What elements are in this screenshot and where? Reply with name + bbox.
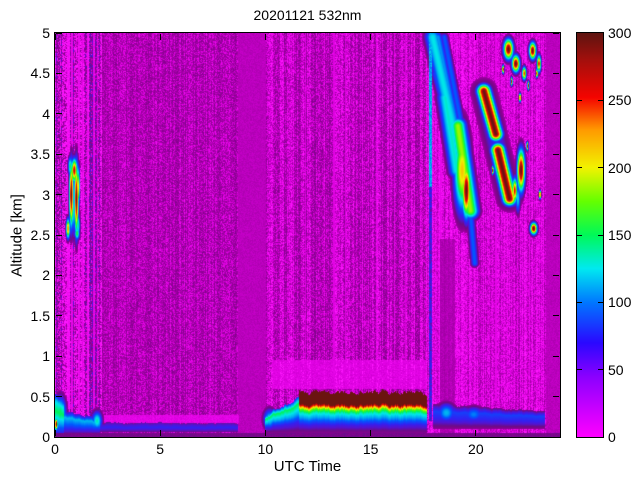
y-tick-label: 4.5 xyxy=(30,65,50,82)
x-tick-mark xyxy=(370,430,372,436)
colorbar-tick-label: 300 xyxy=(608,25,632,41)
heatmap-canvas xyxy=(55,33,560,437)
y-tick-mark-right xyxy=(553,315,559,317)
x-tick-mark-top xyxy=(159,34,161,40)
colorbar-tick-mark xyxy=(577,369,582,371)
x-tick-mark-top xyxy=(370,34,372,40)
y-tick-label: 4 xyxy=(42,105,50,122)
y-tick-label: 0 xyxy=(42,429,50,445)
y-tick-mark-right xyxy=(553,153,559,155)
colorbar-tick-label: 150 xyxy=(608,227,632,243)
x-tick-mark xyxy=(475,430,477,436)
colorbar-tick-label: 100 xyxy=(608,294,632,311)
x-tick-mark xyxy=(54,430,56,436)
colorbar-tick-mark xyxy=(577,234,582,236)
colorbar-tick-mark xyxy=(598,167,603,169)
colorbar-tick-mark xyxy=(598,301,603,303)
y-tick-mark-right xyxy=(553,396,559,398)
colorbar-tick-label: 50 xyxy=(608,361,624,378)
colorbar-tick-mark xyxy=(577,99,582,101)
colorbar-tick-mark xyxy=(598,99,603,101)
y-tick-label: 3.5 xyxy=(30,146,50,163)
y-tick-mark-right xyxy=(553,436,559,438)
colorbar-tick-mark xyxy=(577,301,582,303)
chart-title: 20201121 532nm xyxy=(253,7,362,23)
x-axis-label: UTC Time xyxy=(273,458,342,475)
y-tick-mark-right xyxy=(553,274,559,276)
y-tick-mark xyxy=(56,396,62,398)
y-tick-mark xyxy=(56,274,62,276)
y-tick-mark-right xyxy=(553,234,559,236)
y-tick-mark xyxy=(56,315,62,317)
y-tick-label: 2.5 xyxy=(30,227,50,243)
x-tick-mark-top xyxy=(264,34,266,40)
y-tick-mark xyxy=(56,72,62,74)
x-tick-label: 0 xyxy=(51,441,59,457)
x-tick-label: 15 xyxy=(362,441,379,457)
y-tick-mark-right xyxy=(553,355,559,357)
y-tick-mark xyxy=(56,355,62,357)
y-tick-mark xyxy=(56,32,62,34)
colorbar-tick-label: 0 xyxy=(608,429,616,445)
y-tick-mark xyxy=(56,234,62,236)
x-tick-mark-top xyxy=(475,34,477,40)
x-tick-mark xyxy=(159,430,161,436)
y-tick-mark-right xyxy=(553,32,559,34)
y-tick-mark xyxy=(56,153,62,155)
x-tick-mark xyxy=(264,430,266,436)
colorbar-tick-label: 250 xyxy=(608,92,632,109)
y-tick-mark xyxy=(56,194,62,196)
y-tick-label: 3 xyxy=(42,186,50,203)
colorbar-tick-mark xyxy=(598,369,603,371)
y-tick-mark xyxy=(56,113,62,115)
y-tick-mark-right xyxy=(553,194,559,196)
colorbar-tick-mark xyxy=(598,234,603,236)
y-tick-mark-right xyxy=(553,113,559,115)
y-tick-label: 1 xyxy=(42,348,50,365)
x-tick-label: 5 xyxy=(156,441,165,457)
y-tick-mark xyxy=(56,436,62,438)
plot-area xyxy=(54,32,561,438)
y-tick-label: 1.5 xyxy=(30,307,50,324)
x-tick-label: 10 xyxy=(257,441,274,457)
x-tick-label: 20 xyxy=(468,441,484,457)
y-tick-label: 0.5 xyxy=(30,388,50,405)
x-tick-mark-top xyxy=(54,34,56,40)
colorbar-tick-mark xyxy=(577,167,582,169)
colorbar-tick-label: 200 xyxy=(608,159,632,176)
y-tick-label: 2 xyxy=(42,267,50,284)
y-tick-label: 5 xyxy=(42,25,50,41)
y-tick-mark-right xyxy=(553,72,559,74)
